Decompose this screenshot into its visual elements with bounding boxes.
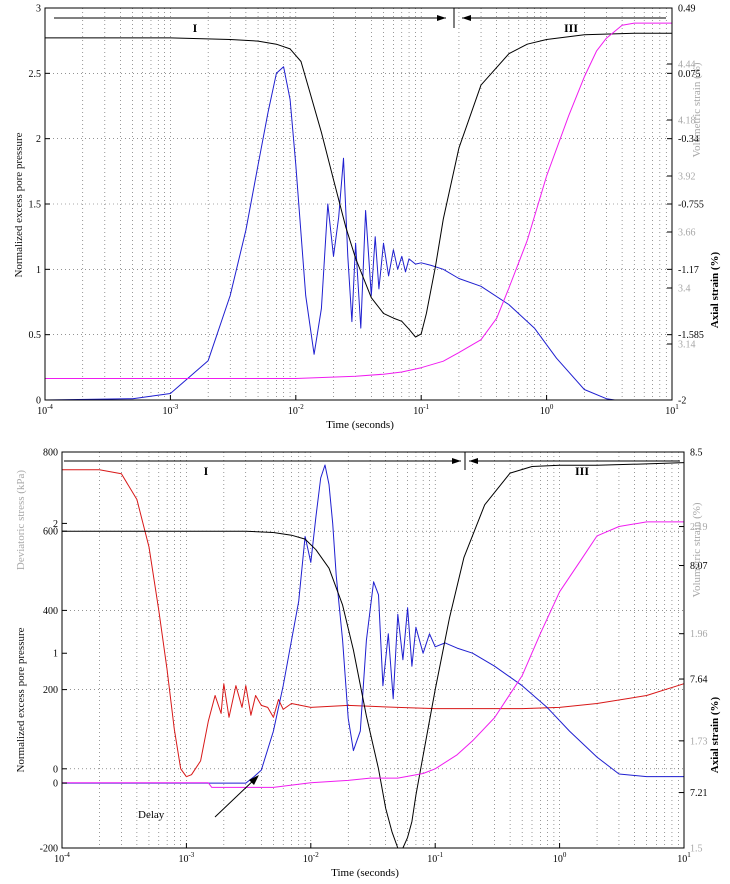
bottom-series: [62, 462, 685, 849]
bottom-deviatoric-axis-label: Deviatoric stress (kPa): [15, 470, 27, 571]
right_inner-tick-label: 2.19: [690, 522, 708, 533]
top-phase-label-1: I: [193, 21, 198, 35]
right_outer-tick-label: 0.49: [678, 4, 696, 15]
top-left-axis-label: Normalized excess pore pressure: [13, 132, 25, 277]
x-tick-label: 100: [540, 403, 554, 417]
left-tick-label: 2: [36, 134, 41, 145]
bottom-phase-label-3: III: [575, 464, 589, 478]
bottom-phase-arrows: [64, 452, 680, 470]
left_outer-tick-label: 0: [53, 764, 58, 775]
right_inner-tick-label: 1.73: [690, 736, 708, 747]
right_inner-tick-label: 3.4: [678, 284, 691, 295]
left_outer-tick-label: 600: [43, 527, 58, 538]
top-axial-axis-label: Axial strain (%): [709, 251, 721, 328]
left-tick-label: 0: [36, 396, 41, 407]
right_inner-tick-label: 3.92: [678, 172, 696, 183]
left_outer-tick-label: 400: [43, 606, 58, 617]
right_outer-tick-label: -0.755: [678, 200, 704, 211]
top-volumetric-axis-label: Volumetric strain (%): [691, 62, 703, 157]
x-tick-label: 100: [553, 851, 567, 865]
left-tick-label: 3: [36, 4, 41, 15]
series-line-blue: [44, 66, 672, 401]
top-chart: 10-4 10-3 10-2 10-1 100 101 00.511.522.53-2-1…: [13, 4, 721, 432]
top-phase-arrows: [54, 8, 666, 28]
left_inner-tick-label: 1: [53, 649, 58, 660]
x-tick-label: 10-3: [162, 403, 178, 417]
top-axis-ticks: 0 0.5 1 1.5 2 2.5 3 -2 -1.585 -1.17 -0.755 -0.34 0.0…: [29, 4, 704, 407]
left_outer-tick-label: 800: [43, 448, 58, 459]
right_inner-tick-label: 3.14: [678, 340, 696, 351]
top-x-axis-label: Time (seconds): [326, 419, 394, 431]
bottom-grid: [62, 452, 684, 848]
left-tick-label: 1: [36, 265, 41, 276]
right_outer-tick-label: -1.17: [678, 265, 699, 276]
left-tick-label: 0.5: [29, 330, 42, 341]
series-line-magenta: [45, 22, 672, 379]
x-tick-label: 10-3: [178, 851, 194, 865]
series-line-black: [62, 462, 685, 849]
right_outer-tick-label: 7.21: [690, 788, 708, 799]
right_inner-tick-label: 4.44: [678, 60, 696, 71]
x-tick-label: 10-2: [303, 851, 319, 865]
right_inner-tick-label: 3.66: [678, 228, 696, 239]
series-line-magenta: [62, 521, 684, 788]
delay-annotation: Delay: [138, 809, 165, 821]
delay-arrow: [214, 775, 259, 818]
left_inner-tick-label: 0: [53, 779, 58, 790]
bottom-chart: 10-4 10-3 10-2 10-1 100 101 -2000200400600800…: [15, 448, 721, 880]
left-tick-label: 1.5: [29, 200, 42, 211]
right_outer-tick-label: -2: [678, 396, 686, 407]
bottom-pore-pressure-axis-label: Normalized excess pore pressure: [15, 627, 27, 772]
left_outer-tick-label: 200: [43, 685, 58, 696]
bottom-axial-axis-label: Axial strain (%): [709, 696, 721, 773]
right_outer-tick-label: 8.07: [690, 561, 708, 572]
right_inner-tick-label: 1.5: [690, 844, 703, 855]
bottom-phase-label-1: I: [204, 464, 209, 478]
top-phase-label-3: III: [564, 21, 578, 35]
right_outer-tick-label: 8.5: [690, 448, 703, 459]
bottom-x-ticks: 10-4 10-3 10-2 10-1 100 101: [54, 843, 691, 865]
bottom-axis-ticks: -200 0 200 400 600 800 0 1 2 7.21 7.64 8.07 8.5 1.5 1.…: [40, 448, 708, 855]
left_outer-tick-label: -200: [40, 844, 58, 855]
series-line-red: [62, 469, 685, 778]
right_inner-tick-label: 4.18: [678, 116, 696, 127]
right_outer-tick-label: -1.585: [678, 330, 704, 341]
series-line-blue: [62, 464, 684, 784]
series-line-black: [45, 32, 672, 338]
bottom-plot-frame: [61, 451, 685, 849]
left-tick-label: 2.5: [29, 69, 42, 80]
right_outer-tick-label: 7.64: [690, 675, 708, 686]
right_outer-tick-label: -0.34: [678, 134, 699, 145]
top-series: [44, 22, 672, 401]
bottom-x-axis-label: Time (seconds): [331, 867, 399, 879]
bottom-volumetric-axis-label: Volumetric strain (%): [691, 502, 703, 597]
x-tick-label: 10-1: [413, 403, 429, 417]
x-tick-label: 10-2: [288, 403, 304, 417]
right_outer-tick-label: 0.075: [678, 69, 701, 80]
top-grid: [45, 8, 672, 400]
left_inner-tick-label: 2: [53, 519, 58, 530]
x-tick-label: 10-1: [427, 851, 443, 865]
right_inner-tick-label: 1.96: [690, 629, 708, 640]
